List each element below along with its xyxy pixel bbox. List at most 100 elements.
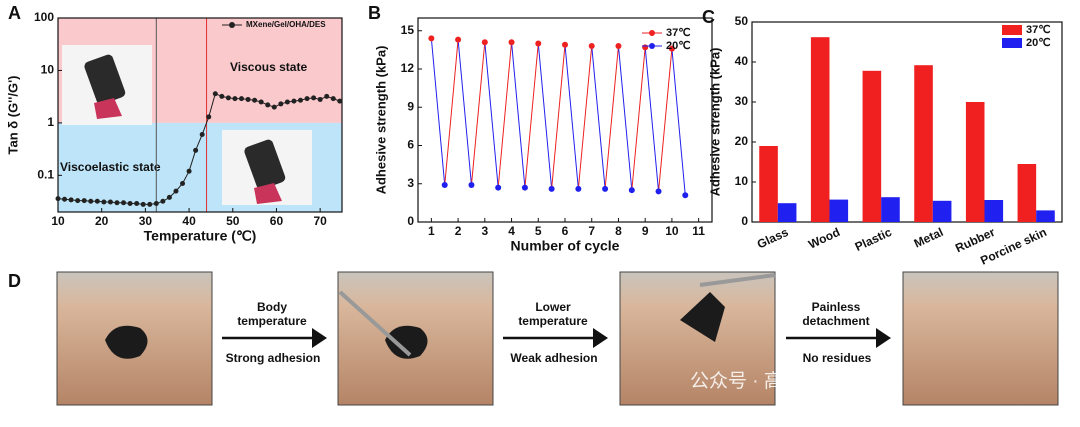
y-tick-label: 40 xyxy=(735,54,749,68)
x-tick-label: 5 xyxy=(535,224,542,238)
x-tick-label: 70 xyxy=(313,214,327,228)
data-point xyxy=(284,99,290,105)
plot-frame xyxy=(57,17,343,213)
data-point xyxy=(252,97,258,103)
x-tick-label: 40 xyxy=(182,214,196,228)
bar xyxy=(881,197,900,222)
y-tick-label: 0 xyxy=(741,214,748,228)
y-tick-label: 30 xyxy=(735,94,749,108)
data-segment xyxy=(497,42,513,188)
bar xyxy=(810,37,830,223)
data-point xyxy=(575,185,582,192)
legend-marker xyxy=(649,43,655,49)
data-point xyxy=(615,43,622,50)
data-point xyxy=(278,101,284,107)
data-point xyxy=(481,39,488,46)
x-tick-label: 10 xyxy=(51,214,65,228)
step-top: Lower temperature xyxy=(518,300,588,328)
legend-label: 20℃ xyxy=(1026,37,1051,49)
data-point xyxy=(324,93,330,99)
y-tick-label: 50 xyxy=(735,14,749,28)
data-point xyxy=(588,43,595,50)
data-point xyxy=(147,201,153,207)
arrow-head xyxy=(876,328,891,348)
data-point xyxy=(114,200,120,206)
bar xyxy=(965,102,985,222)
bar xyxy=(984,200,1004,222)
data-point xyxy=(180,180,186,186)
data-point xyxy=(655,188,662,195)
legend-label: 37℃ xyxy=(666,27,691,39)
data-segment xyxy=(577,46,593,189)
bar xyxy=(759,146,778,222)
panel-label: D xyxy=(8,271,21,291)
bar xyxy=(914,65,933,222)
y-tick-label: 20 xyxy=(735,134,749,148)
data-point xyxy=(265,102,271,108)
photo xyxy=(902,271,1059,406)
bar xyxy=(1017,164,1037,222)
data-point xyxy=(88,198,94,204)
y-tick-label: 0 xyxy=(407,214,414,228)
legend-label: 37℃ xyxy=(1026,24,1051,36)
data-point xyxy=(160,198,166,204)
step-bottom: Strong adhesion xyxy=(225,351,321,365)
x-tick-label: 4 xyxy=(508,224,515,238)
data-point xyxy=(455,36,462,43)
bar xyxy=(932,200,952,222)
x-tick-label: Plastic xyxy=(853,225,894,254)
data-segment xyxy=(564,44,579,189)
data-point xyxy=(271,104,277,110)
data-point xyxy=(521,184,528,191)
data-point xyxy=(173,188,179,194)
data-point xyxy=(166,194,172,200)
y-tick-label: 10 xyxy=(735,174,749,188)
x-tick-label: Glass xyxy=(755,225,791,252)
patch xyxy=(680,292,725,342)
data-point xyxy=(239,96,245,102)
bar xyxy=(829,199,849,222)
data-point xyxy=(121,200,127,206)
tweezers xyxy=(338,290,412,357)
data-point xyxy=(258,99,264,105)
data-segment xyxy=(430,38,446,186)
x-axis-label: Temperature (℃) xyxy=(144,228,257,244)
data-segment xyxy=(444,39,459,186)
x-tick-label: 50 xyxy=(226,214,240,228)
x-tick-label: Wood xyxy=(806,225,842,252)
data-point xyxy=(602,185,609,192)
y-tick-label: 1 xyxy=(47,115,54,129)
data-point xyxy=(682,192,689,199)
photos xyxy=(56,271,1059,406)
data-segment xyxy=(604,46,619,189)
watermark: 公众号 · 高分子科学前沿 xyxy=(690,371,897,392)
data-point xyxy=(535,40,542,47)
step-bottom: Weak adhesion xyxy=(510,351,598,365)
arrow-head xyxy=(312,328,327,348)
data-point xyxy=(468,182,475,189)
data-point xyxy=(107,199,113,205)
data-point xyxy=(628,187,635,194)
data-point xyxy=(75,198,81,204)
patch xyxy=(385,325,428,359)
data-segment xyxy=(524,43,539,188)
data-point xyxy=(62,196,68,202)
data-point xyxy=(330,96,336,102)
y-tick-label: 6 xyxy=(407,138,414,152)
panel-label: A xyxy=(8,3,21,23)
legend-marker xyxy=(649,30,655,36)
data-point xyxy=(68,197,74,203)
data-point xyxy=(508,39,515,46)
data-point xyxy=(317,96,323,102)
y-axis-label: Adhesive strength (kPa) xyxy=(373,46,388,195)
x-tick-label: 1 xyxy=(428,224,435,238)
gel xyxy=(94,98,122,119)
photo xyxy=(619,271,776,406)
vial xyxy=(84,54,126,105)
gel xyxy=(254,183,282,204)
data-point xyxy=(153,201,159,207)
data-point xyxy=(134,201,140,207)
legend-label: 20℃ xyxy=(666,40,691,52)
data-point xyxy=(297,97,303,103)
